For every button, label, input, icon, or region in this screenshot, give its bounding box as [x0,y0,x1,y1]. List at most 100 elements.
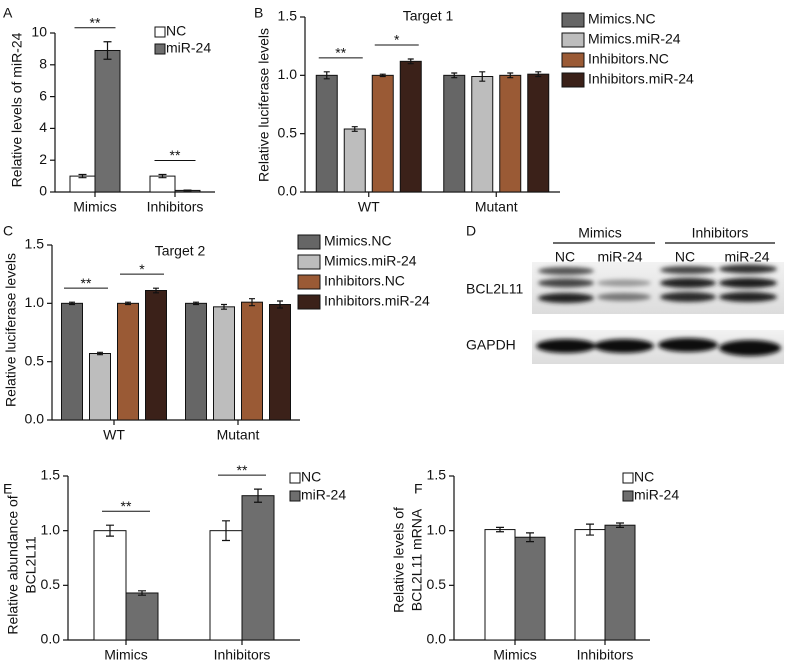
significance-label: ** [335,45,346,61]
legend-swatch [297,234,321,250]
legend-label: Mimics.miR-24 [588,31,681,47]
error-bar [526,532,534,543]
y-tick-label: 0 [39,183,47,199]
y-tick-label: 10 [31,24,47,40]
lane-label: NC [555,249,575,265]
legend-swatch [289,472,301,484]
error-bar [125,301,131,306]
error-bar [451,72,458,79]
error-bar [379,73,386,78]
bar [527,73,550,193]
bar [209,530,243,641]
error-bar [586,523,594,536]
error-bar [407,58,414,65]
y-axis-label: Relative luciferase levels [3,253,19,407]
chart-title: Target 1 [403,8,454,24]
lane-label: NC [675,249,695,265]
error-bar [351,126,358,132]
bar [269,304,291,421]
x-tick-label: Inhibitors [577,647,634,663]
panel-label: F [414,481,423,497]
bar [499,74,522,193]
error-bar [249,298,255,307]
significance-label: ** [121,498,132,514]
error-bar [479,71,486,82]
bar [185,302,207,421]
bar [93,530,127,641]
legend-label: Inhibitors.miR-24 [324,293,430,309]
y-tick-label: 1.5 [427,467,447,483]
blot-bands [536,264,781,356]
y-axis-label: Relative levels of [391,507,407,613]
y-tick-label: 1.5 [25,236,45,252]
legend-swatch [622,472,634,484]
bar [343,128,366,193]
bar [315,74,338,193]
significance-label: ** [90,14,101,30]
y-tick-label: 6 [39,87,47,103]
chart-title: Target 2 [155,243,206,259]
legend-swatch [297,294,321,310]
y-tick-label: 1.0 [427,521,447,537]
error-bar [97,351,103,356]
significance-label: * [394,32,400,48]
legend-swatch [154,43,166,55]
bar [94,49,121,193]
y-tick-label: 2 [39,151,47,167]
y-tick-label: 0.0 [278,183,298,199]
bar [604,524,636,641]
panel-label: E [3,481,12,497]
y-axis-label: Relative abundance of [5,495,21,634]
y-tick-label: 1.5 [278,8,298,24]
y-tick-label: 0.5 [427,576,447,592]
y-tick-label: 1.5 [41,467,61,483]
significance-label: ** [81,275,92,291]
y-tick-label: 0.5 [278,124,298,140]
bar [514,536,546,641]
x-tick-label: Inhibitors [147,199,204,215]
legend-swatch [289,490,301,502]
x-tick-label: Mimics [493,647,537,663]
legend-label: miR-24 [634,487,679,503]
bar [471,76,494,193]
y-tick-label: 4 [39,119,47,135]
panel-label: B [254,5,263,21]
bar [149,175,176,193]
error-bar [222,520,230,542]
legend-swatch [561,32,585,48]
legend-swatch [297,254,321,270]
legend-label: miR-24 [166,40,211,56]
legend-label: Mimics.NC [588,11,656,27]
x-tick-label: WT [103,427,125,443]
legend-swatch [622,490,634,502]
legend-label: Inhibitors.NC [324,273,405,289]
bar [89,353,111,421]
legend-label: NC [166,23,186,39]
error-bar [158,173,167,179]
bar [61,302,83,421]
y-tick-label: 0.0 [25,411,45,427]
legend-label: Mimics.NC [324,233,392,249]
y-tick-label: 0.0 [41,631,61,647]
y-tick-label: 8 [39,56,47,72]
error-bar [323,71,330,80]
row-label: BCL2L11 [466,281,524,297]
y-tick-label: 0.0 [427,631,447,647]
bar [213,306,235,421]
legend-swatch [561,12,585,28]
panel-label: D [466,223,476,239]
lane-label: miR-24 [724,249,769,265]
bar [399,60,422,193]
y-axis-label: BCL2L11 [23,536,39,594]
error-bar [153,287,159,294]
x-tick-label: Mutant [217,427,260,443]
row-label: GAPDH [466,337,516,353]
x-tick-label: Mimics [104,647,148,663]
y-tick-label: 0.5 [41,576,61,592]
error-bar [78,173,87,179]
legend-swatch [561,52,585,68]
bar [125,592,159,641]
error-bar [277,300,283,309]
error-bar [69,301,75,306]
bar [443,74,466,193]
